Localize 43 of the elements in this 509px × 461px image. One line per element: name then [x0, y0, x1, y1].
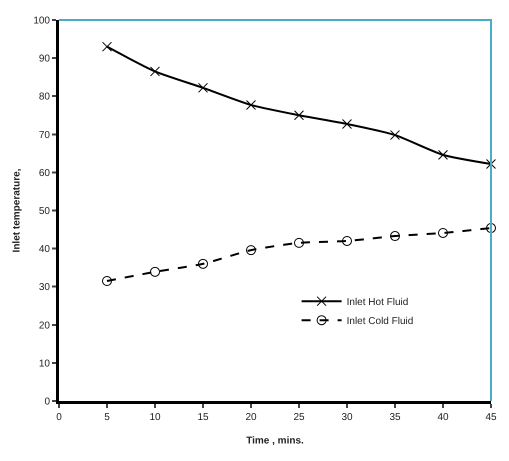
point [102, 42, 112, 52]
point [102, 276, 112, 286]
y-tick-label: 20 [38, 320, 50, 332]
x-tick-label: 40 [437, 412, 449, 423]
y-tick-label: 60 [38, 168, 50, 179]
y-tick-label: 100 [33, 16, 50, 26]
point [150, 266, 160, 277]
point [486, 159, 496, 170]
y-tick-label: 70 [38, 130, 50, 141]
x-tick-label: 5 [104, 412, 110, 423]
x-tick-label: 20 [245, 412, 257, 423]
point [390, 130, 400, 140]
point [342, 236, 352, 246]
point [246, 100, 256, 110]
x-axis-title: Time , mins. [246, 436, 304, 446]
point [390, 231, 400, 242]
x-tick-label: 30 [341, 412, 353, 423]
y-tick-label: 30 [38, 282, 50, 294]
point [294, 238, 304, 248]
point [246, 245, 256, 256]
x-tick-label: 0 [56, 412, 62, 423]
y-tick-label: 80 [38, 92, 50, 103]
point [486, 223, 496, 234]
legend-label: Inlet Hot Fluid [346, 297, 408, 308]
x-tick-label: 15 [197, 412, 209, 423]
y-tick-label: 50 [38, 206, 50, 217]
y-tick-label: 90 [38, 54, 50, 65]
point [438, 150, 448, 160]
point [198, 82, 208, 93]
point [294, 110, 304, 120]
x-tick-label: 35 [389, 412, 401, 423]
point [342, 119, 352, 130]
y-tick-label: 40 [38, 244, 50, 256]
point [438, 228, 448, 238]
y-tick-label: 0 [44, 396, 50, 408]
legend-label: Inlet Cold Fluid [346, 316, 414, 328]
x-tick-label: 10 [149, 412, 161, 423]
point [150, 66, 160, 76]
x-tick-label: 45 [485, 412, 497, 423]
x-tick-label: 25 [293, 412, 305, 423]
y-tick-label: 10 [38, 358, 50, 370]
y-axis-title: Inlet temperature, [11, 168, 22, 252]
point [198, 258, 208, 269]
